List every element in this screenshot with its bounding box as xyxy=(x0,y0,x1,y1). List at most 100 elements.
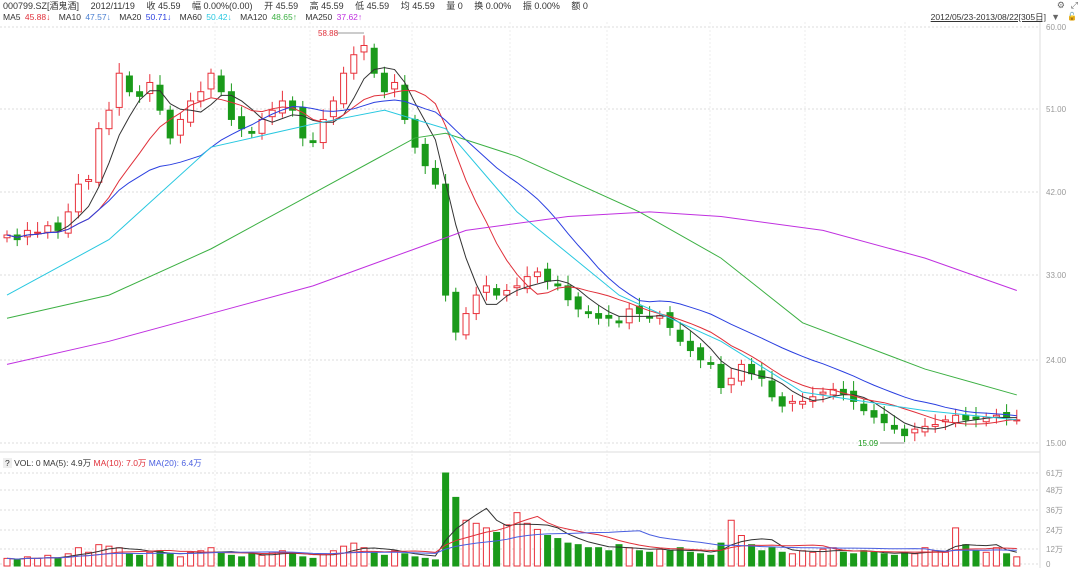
ma5-line xyxy=(6,67,1017,430)
volume-bar xyxy=(625,547,633,567)
candle-down xyxy=(248,130,256,134)
volume-bar xyxy=(258,554,266,567)
volume-bar xyxy=(676,547,684,567)
vol-ma10-line xyxy=(6,515,1017,560)
volume-bar xyxy=(870,551,878,567)
volume-bar xyxy=(972,550,980,567)
volume-bar xyxy=(850,553,858,567)
candle-up xyxy=(472,294,480,315)
gear-icon[interactable]: ⚙ xyxy=(1056,0,1065,10)
lock-icon[interactable]: 🔓 xyxy=(1067,12,1077,21)
candle-down xyxy=(227,91,235,120)
volume-bar xyxy=(197,550,205,567)
date-range-selector[interactable]: 2012/05/23-2013/08/22[305日] xyxy=(930,12,1046,22)
vol-value: VOL: 0 xyxy=(14,458,41,468)
volume-bar xyxy=(931,550,939,567)
volume-bar xyxy=(533,528,541,567)
volume-bar xyxy=(595,547,603,567)
help-icon[interactable]: ? xyxy=(3,458,12,468)
volume-bar xyxy=(13,559,21,567)
volume-bar xyxy=(391,550,399,567)
candle-up xyxy=(95,128,103,183)
volume-bar xyxy=(707,554,715,567)
candle-up xyxy=(462,313,470,336)
volume-bar xyxy=(3,557,11,567)
dropdown-icon[interactable]: ▼ xyxy=(1051,12,1060,22)
volume-bar xyxy=(105,545,113,567)
candle-up xyxy=(911,428,919,434)
volume-tick-label: 36万 xyxy=(1046,506,1063,515)
min-price-label: 15.09 xyxy=(858,439,879,448)
volume-tick-label: 61万 xyxy=(1046,469,1063,478)
volume-bar xyxy=(911,553,919,567)
volume-bar xyxy=(411,556,419,567)
volume-bar xyxy=(34,557,42,567)
volume-bar xyxy=(482,527,490,567)
candle-down xyxy=(289,100,297,111)
volume-bar xyxy=(523,522,531,567)
volume-bar xyxy=(289,553,297,567)
volume-bar xyxy=(421,557,429,567)
volume-bar xyxy=(1003,553,1011,567)
candle-up xyxy=(360,44,368,53)
expand-icon[interactable]: ⤢ xyxy=(1070,0,1078,10)
candle-up xyxy=(44,225,52,233)
volume-bar xyxy=(982,551,990,567)
high-value: 高 45.59 xyxy=(309,1,344,11)
volume-bar xyxy=(554,538,562,567)
candle-up xyxy=(819,391,827,395)
amplitude-value: 振 0.00% xyxy=(522,1,560,11)
ma120-line xyxy=(6,109,1017,421)
candle-down xyxy=(564,285,572,301)
candle-down xyxy=(666,312,674,328)
candle-down xyxy=(442,183,450,296)
close-value: 收 45.59 xyxy=(146,1,181,11)
volume-bar xyxy=(697,553,705,567)
candle-up xyxy=(23,229,31,238)
candle-down xyxy=(370,47,378,74)
price-tick-label: 60.00 xyxy=(1046,23,1067,32)
candle-down xyxy=(54,222,62,231)
candle-down xyxy=(166,109,174,139)
candle-up xyxy=(187,100,195,123)
volume-bar xyxy=(85,551,93,567)
candle-down xyxy=(554,283,562,287)
volume-bar xyxy=(462,519,470,567)
ma-legend: MA5 45.88↓ MA10 47.57↓ MA20 50.71↓ MA60 … xyxy=(3,12,368,22)
volume-bar xyxy=(472,522,480,567)
candle-up xyxy=(197,91,205,102)
candle-up xyxy=(788,400,796,404)
candle-down xyxy=(890,424,898,430)
volume-bar xyxy=(513,512,521,567)
vol-ma5: MA(5): 4.9万 xyxy=(42,458,92,468)
change-value: 幅 0.00%(0.00) xyxy=(192,1,253,11)
volume-tick-label: 24万 xyxy=(1046,526,1063,535)
volume-legend: ? VOL: 0 MA(5): 4.9万 MA(10): 7.0万 MA(20)… xyxy=(3,458,202,468)
volume-bar xyxy=(319,553,327,567)
volume-bar xyxy=(727,519,735,567)
candle-down xyxy=(574,296,582,310)
volume-bar xyxy=(74,547,82,567)
candle-down xyxy=(125,75,133,93)
volume-bar xyxy=(839,551,847,567)
volume-bar xyxy=(758,550,766,567)
volume-bar xyxy=(309,557,317,567)
ma-value: 45.88↓ xyxy=(24,12,53,22)
vol-ma20-line xyxy=(6,530,1017,560)
candle-up xyxy=(727,377,735,386)
candle-down xyxy=(421,143,429,167)
price-tick-label: 51.00 xyxy=(1046,105,1067,114)
ma-label: MA20 xyxy=(119,12,144,22)
avg-value: 均 45.59 xyxy=(400,1,435,11)
candle-down xyxy=(411,118,419,148)
volume-tick-label: 12万 xyxy=(1046,545,1063,554)
volume-tick-label: 0 xyxy=(1046,560,1051,569)
ma-value: 47.57↓ xyxy=(85,12,114,22)
low-value: 低 45.59 xyxy=(355,1,390,11)
volume-bar xyxy=(768,547,776,567)
volume-bar xyxy=(442,472,450,567)
volume-bar xyxy=(227,554,235,567)
candle-down xyxy=(686,340,694,352)
candle-up xyxy=(207,72,215,90)
